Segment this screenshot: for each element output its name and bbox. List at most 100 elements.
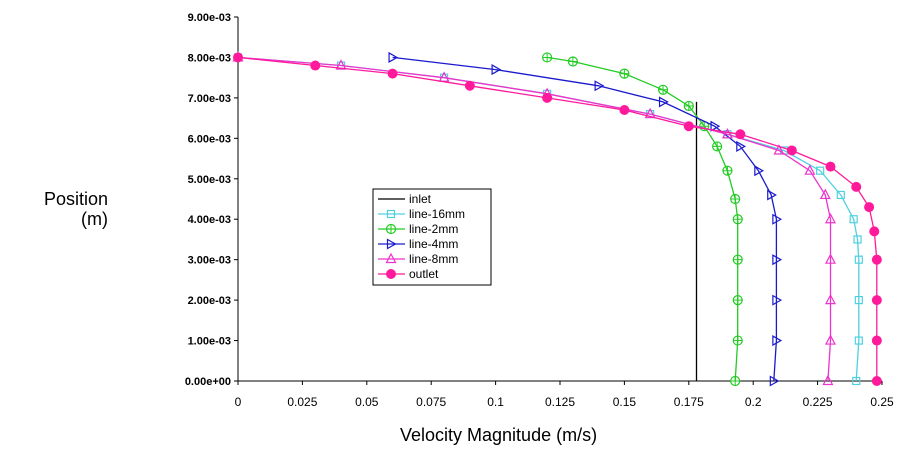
data-point [853, 235, 862, 244]
x-tick-label: 0.2 [745, 395, 762, 409]
series-line-16mm [233, 53, 863, 386]
data-point [385, 252, 397, 264]
marker-cross [733, 295, 743, 305]
data-point [804, 164, 816, 175]
data-point [657, 84, 669, 95]
data-point [869, 226, 880, 237]
legend-item-line-2mm: line-2mm [378, 222, 458, 236]
legend-item-line-4mm: line-4mm [378, 237, 458, 251]
data-point [772, 213, 783, 225]
x-tick-label: 0.05 [355, 395, 379, 409]
data-point [385, 223, 397, 235]
y-axis-label-line1: Position [43, 189, 108, 209]
y-tick-label: 4.00e-03 [188, 214, 231, 226]
data-point [822, 374, 834, 386]
data-point [386, 238, 397, 250]
legend-item-outlet: outlet [378, 267, 439, 281]
plot-area [232, 51, 882, 387]
y-tick-label: 1.00e-03 [188, 336, 231, 348]
data-point [854, 296, 863, 305]
data-point [819, 188, 831, 200]
series-line-2mm [542, 52, 743, 387]
data-point [310, 60, 321, 71]
data-point [387, 68, 398, 79]
y-axis-label-line2: (m) [81, 209, 108, 229]
marker-cross [542, 52, 552, 62]
data-point [836, 190, 845, 200]
data-point [732, 335, 743, 346]
legend-item-line-8mm: line-8mm [378, 252, 458, 266]
data-point [683, 121, 694, 132]
data-point [619, 105, 630, 116]
series-line [237, 56, 832, 382]
y-axis-label: Position (m) [8, 189, 108, 229]
y-tick-label: 8.00e-03 [188, 52, 231, 64]
marker-cross [684, 101, 694, 111]
data-point [658, 96, 669, 108]
data-point [786, 145, 797, 156]
x-axis-label: Velocity Magnitude (m/s) [400, 425, 598, 445]
x-tick-label: 0.15 [613, 395, 637, 409]
data-point [824, 334, 836, 345]
x-tick-label: 0.125 [545, 395, 575, 409]
series-line [392, 56, 778, 382]
data-point [732, 295, 743, 306]
data-point [849, 215, 858, 224]
x-tick-label: 0.075 [416, 395, 446, 409]
x-tick-label: 0.25 [870, 395, 894, 409]
data-point [767, 189, 777, 201]
series-line-8mm [232, 51, 836, 386]
x-tick-label: 0.025 [287, 395, 317, 409]
data-point [736, 140, 747, 152]
legend-label: inlet [409, 192, 432, 206]
y-tick-label: 7.00e-03 [188, 93, 231, 105]
marker-cross [733, 214, 743, 224]
data-point [735, 129, 746, 140]
data-point [854, 255, 863, 264]
y-tick-label: 0.00e+00 [185, 376, 231, 388]
data-point [769, 375, 780, 387]
x-tick-label: 0 [235, 395, 242, 409]
legend-label: outlet [409, 267, 439, 281]
data-point [335, 59, 347, 70]
data-point [824, 253, 836, 264]
marker-cross [568, 56, 578, 66]
data-point [871, 254, 882, 265]
data-point [721, 128, 733, 139]
data-point [816, 166, 825, 175]
data-point [754, 165, 765, 177]
data-point [722, 165, 733, 176]
marker-cross [619, 69, 629, 79]
series-line-4mm [388, 51, 783, 387]
data-point [233, 52, 243, 63]
y-tick-label: 5.00e-03 [188, 174, 231, 186]
data-point [710, 120, 721, 132]
data-point [871, 376, 882, 386]
data-point [730, 375, 741, 387]
marker-cross [733, 255, 743, 265]
series-line [546, 56, 739, 382]
data-point [851, 181, 862, 192]
axes: 0.00e+00 1.00e-03 2.00e-03 3.00e-03 4.00e-03… [185, 12, 894, 409]
data-point [464, 80, 475, 91]
x-tick-label: 0.175 [674, 395, 704, 409]
data-point [542, 92, 553, 103]
data-point [871, 295, 882, 306]
x-tick-label: 0.1 [487, 395, 504, 409]
marker-cross [730, 194, 740, 204]
marker-cross [712, 141, 722, 151]
data-point [772, 294, 783, 306]
data-point [824, 212, 836, 224]
data-point [773, 144, 785, 155]
y-tick-label: 2.00e-03 [188, 295, 231, 307]
data-point [732, 254, 743, 265]
data-point [730, 193, 741, 205]
legend-label: line-16mm [409, 207, 465, 221]
y-tick-label: 9.00e-03 [188, 12, 231, 24]
data-point [772, 335, 783, 347]
y-tick-label: 6.00e-03 [188, 133, 231, 145]
x-tick-label: 0.225 [803, 395, 833, 409]
data-point [712, 141, 723, 152]
data-point [772, 254, 783, 266]
